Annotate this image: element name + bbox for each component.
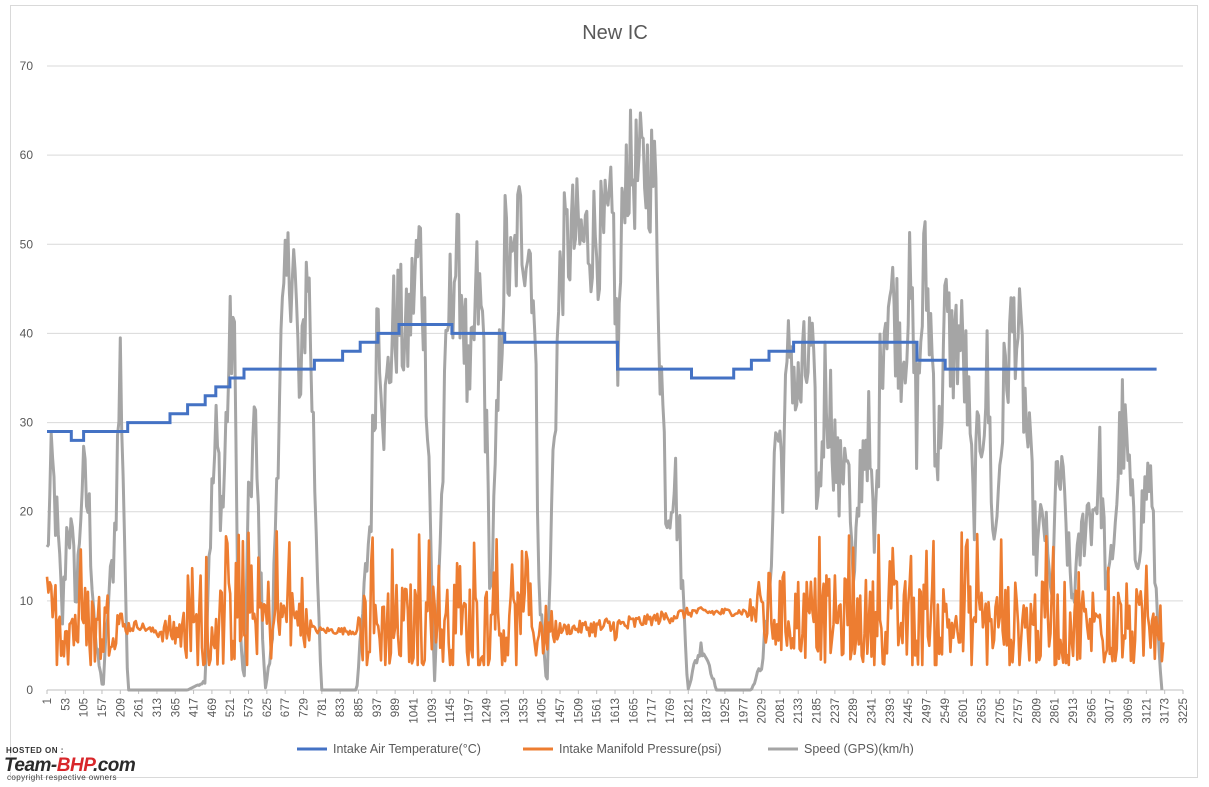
- y-tick-label: 50: [20, 237, 34, 251]
- chart-frame: New IC 0 10 20 30 40 50 60 70 1 53 105 157 209 261 313 3…: [10, 5, 1198, 778]
- x-tick-label: 521: [225, 698, 237, 717]
- x-tick-label: 625: [262, 698, 274, 717]
- x-tick-label: 937: [372, 698, 384, 717]
- x-tick-label: 833: [335, 698, 347, 717]
- x-tick-label: 2653: [976, 698, 988, 724]
- x-tick-label: 2757: [1013, 698, 1025, 724]
- x-tick-label: 1977: [738, 698, 750, 724]
- x-tick-label: 1665: [628, 698, 640, 724]
- x-tick-label: 469: [207, 698, 219, 717]
- x-tick-label: 3173: [1160, 698, 1172, 724]
- x-tick-label: 1873: [702, 698, 714, 724]
- x-tick-label: 417: [189, 698, 201, 717]
- x-tick-label: 677: [280, 698, 292, 717]
- watermark-copyright: copyright respective owners: [7, 773, 117, 782]
- x-tick-label: 781: [317, 698, 329, 717]
- x-tick-label: 2497: [921, 698, 933, 724]
- x-tick-label: 1457: [555, 698, 567, 724]
- x-tick-label: 729: [299, 698, 311, 717]
- legend-label: Intake Manifold Pressure(psi): [559, 742, 722, 756]
- y-tick-label: 30: [20, 416, 34, 430]
- x-tick-label: 2081: [775, 698, 787, 724]
- x-tick-label: 2965: [1086, 698, 1098, 724]
- y-tick-label: 10: [20, 594, 34, 608]
- x-tick-label: 2913: [1068, 698, 1080, 724]
- x-tick-label: 1821: [683, 698, 695, 724]
- series-line-temperature: [47, 323, 1157, 442]
- x-tick-label: 1925: [720, 698, 732, 724]
- legend-item-speed: Speed (GPS)(km/h): [768, 742, 914, 756]
- x-tick-label: 2705: [995, 698, 1007, 724]
- watermark-logo-suffix: .com: [92, 755, 136, 776]
- x-tick-label: 2549: [940, 698, 952, 724]
- x-tick-label: 2289: [848, 698, 860, 724]
- watermark-hosted-on: HOSTED ON :: [6, 746, 64, 755]
- x-tick-label: 1197: [463, 698, 475, 723]
- legend-label: Speed (GPS)(km/h): [804, 742, 914, 756]
- series-line-speed: [45, 108, 1164, 692]
- x-tick-label: 2237: [830, 698, 842, 724]
- x-tick-label: 365: [170, 698, 182, 717]
- x-tick-label: 2601: [958, 698, 970, 724]
- x-tick-label: 1301: [500, 698, 512, 724]
- x-tick-label: 1041: [408, 698, 420, 724]
- x-tick-label: 1353: [518, 698, 530, 724]
- x-tick-label: 1145: [445, 698, 457, 723]
- x-tick-label: 3225: [1178, 698, 1190, 724]
- x-tick-label: 1717: [647, 698, 659, 724]
- x-tick-label: 1249: [482, 698, 494, 724]
- x-tick-label: 1561: [592, 698, 604, 724]
- x-tick-label: 209: [115, 698, 127, 717]
- x-tick-label: 157: [97, 698, 109, 717]
- x-tick-label: 2393: [885, 698, 897, 724]
- y-tick-label: 20: [20, 505, 34, 519]
- x-tick-label: 2341: [867, 698, 879, 724]
- x-tick-label: 2861: [1050, 698, 1062, 724]
- watermark-logo-right: BHP: [56, 755, 94, 776]
- y-tick-label: 40: [20, 326, 34, 340]
- x-tick-label: 2445: [903, 698, 915, 724]
- x-tick-label: 3121: [1141, 698, 1153, 724]
- legend-item-temperature: Intake Air Temperature(°C): [297, 742, 481, 756]
- y-tick-label: 0: [26, 683, 33, 697]
- x-tick-label: 573: [244, 698, 256, 717]
- x-tick-label: 261: [134, 698, 146, 717]
- x-tick-label: 989: [390, 698, 402, 717]
- x-tick-label: 105: [79, 698, 91, 717]
- x-tick-label: 1509: [573, 698, 585, 724]
- x-tick-label: 1405: [537, 698, 549, 724]
- series-line-pressure: [45, 530, 1165, 667]
- x-tick-label: 1093: [427, 698, 439, 724]
- x-tick-label: 2809: [1031, 698, 1043, 724]
- legend-item-pressure: Intake Manifold Pressure(psi): [523, 742, 722, 756]
- x-tick-label: 2133: [793, 698, 805, 724]
- x-tick-label: 53: [60, 698, 72, 711]
- legend-label: Intake Air Temperature(°C): [333, 742, 481, 756]
- line-chart: New IC 0 10 20 30 40 50 60 70 1 53 105 157 209 261 313 3…: [20, 22, 1190, 756]
- watermark-logo-left: Team-: [4, 755, 57, 776]
- chart-title: New IC: [582, 22, 648, 44]
- x-tick-label: 1: [42, 698, 54, 704]
- team-bhp-watermark: HOSTED ON : Team-BHP.com copyright respe…: [4, 746, 194, 784]
- x-tick-label: 2029: [757, 698, 769, 724]
- x-tick-label: 885: [353, 698, 365, 717]
- x-tick-label: 3069: [1123, 698, 1135, 724]
- x-tick-label: 2185: [812, 698, 824, 724]
- y-tick-label: 70: [20, 59, 34, 73]
- x-tick-label: 1613: [610, 698, 622, 724]
- x-tick-label: 1769: [665, 698, 677, 724]
- x-tick-label: 3017: [1105, 698, 1117, 724]
- y-tick-label: 60: [20, 148, 34, 162]
- x-tick-label: 313: [152, 698, 164, 717]
- watermark-logo: Team-BHP.com: [4, 755, 136, 777]
